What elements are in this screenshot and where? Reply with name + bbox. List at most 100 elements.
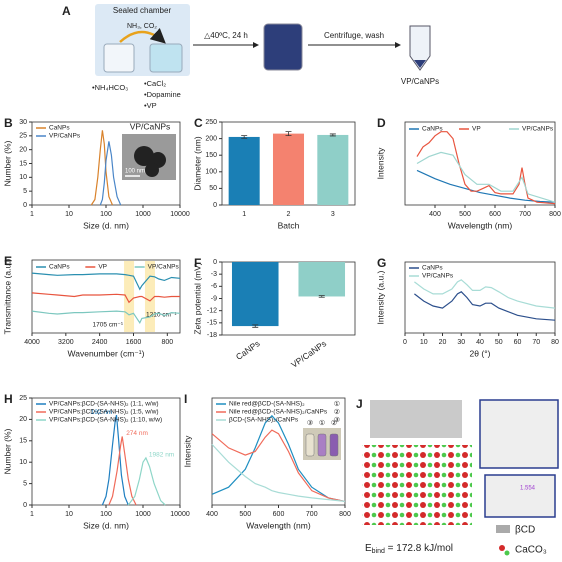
y-tick-label: -18 <box>207 332 217 339</box>
x-tick-label: 80 <box>551 339 559 346</box>
inset-title: VP/CaNPs <box>130 121 171 131</box>
legend-label: CaCO₃ <box>515 545 547 556</box>
x-axis-label: Wavelength (nm) <box>246 520 311 530</box>
y-tick-label: 50 <box>209 185 217 192</box>
error-bar <box>318 295 325 298</box>
data-line <box>416 169 556 203</box>
data-line <box>416 151 556 203</box>
plot-frame <box>404 121 556 206</box>
y-tick-label: 20 <box>19 147 27 154</box>
x-tick-label: 600 <box>273 511 285 518</box>
inset-label: ② <box>331 419 337 427</box>
chamber-title: Sealed chamber <box>113 6 172 15</box>
error-bar <box>252 324 259 328</box>
data-line <box>31 292 180 304</box>
legend-swatch <box>496 525 510 533</box>
inset-label: ① <box>319 419 325 427</box>
x-tick-label: 0 <box>403 339 407 346</box>
panel-label: F <box>194 256 201 270</box>
x-tick-label: 20 <box>439 339 447 346</box>
legend-label: VP <box>472 126 481 133</box>
y-axis-label: Zeta potential (mV) <box>192 262 202 334</box>
data-line <box>211 414 346 502</box>
x-tick-label: 600 <box>489 211 501 218</box>
y-tick-label: 0 <box>23 202 27 209</box>
vial <box>305 433 315 457</box>
x-tick-label: 1000 <box>135 511 151 518</box>
legend-swatch <box>504 550 510 556</box>
bar <box>298 262 346 297</box>
x-tick-label: 70 <box>532 339 540 346</box>
x-axis-label: Size (d. nm) <box>83 220 129 230</box>
inset-label: ③ <box>307 419 313 427</box>
legend-label: VP/CaNPs <box>49 133 81 140</box>
x-tick-label: 60 <box>514 339 522 346</box>
panel-label: I <box>184 392 187 406</box>
x-tick-label: 800 <box>339 511 351 518</box>
product: VP/CaNPs <box>401 77 439 86</box>
x-tick-label: 4000 <box>24 339 40 346</box>
legend-label: VP/CaNPs:βCD-(SA-NHS)₂ (1:10, w/w) <box>49 417 162 424</box>
reagent: •NH₄HCO₃ <box>92 83 128 92</box>
cyclodextrin <box>370 400 462 438</box>
legend-label: CaNPs <box>422 126 443 133</box>
inset <box>484 474 556 518</box>
panel-label: A <box>62 4 71 18</box>
step: Centrifuge, wash <box>324 31 384 40</box>
x-tick-label: 2 <box>287 211 291 218</box>
particle <box>145 163 159 177</box>
legend-label: βCD-(SA-NHS)₂/CaNPs <box>229 417 299 424</box>
panel-label: C <box>194 116 203 130</box>
y-axis-label: Transmittance (a.u.) <box>2 258 12 334</box>
x-tick-label: 2400 <box>92 339 108 346</box>
legend-label: VP/CaNPs <box>522 126 554 133</box>
beaker <box>263 23 303 71</box>
y-tick-label: 30 <box>19 119 27 126</box>
legend-label: CaNPs <box>422 265 443 272</box>
data-line <box>414 279 556 309</box>
structure: J 1.554 Ebind = 172.8 kJ/mol βCD CaCO₃ <box>356 397 559 556</box>
legend-label: CaNPs <box>49 264 70 271</box>
x-tick-label: 10000 <box>170 211 190 218</box>
legend-label: Nile red@βCD-(SA-NHS)₂/CaNPs <box>229 409 328 416</box>
annotation: 1210 cm⁻¹ <box>146 312 177 319</box>
x-tick-label: 50 <box>495 339 503 346</box>
x-tick-label: 500 <box>239 511 251 518</box>
vial <box>329 433 339 457</box>
y-tick-label: -15 <box>207 320 217 327</box>
y-tick-label: 200 <box>205 135 217 142</box>
y-tick-label: 5 <box>23 480 27 487</box>
reagent: •Dopamine <box>144 90 181 99</box>
x-axis-label: 2θ (°) <box>470 348 491 358</box>
data-line <box>416 131 556 205</box>
schematic: A Sealed chamber NH₃, CO₂ •NH₄HCO₃ •CaCl… <box>62 4 439 110</box>
error-bar <box>285 131 292 137</box>
particle <box>134 146 154 166</box>
x-tick-label: 400 <box>429 211 441 218</box>
x-tick-label: 1600 <box>126 339 142 346</box>
x-tick-label: 500 <box>459 211 471 218</box>
x-tick-label: VP/CaNPs <box>289 338 328 369</box>
annotation: 1705 cm⁻¹ <box>93 322 124 329</box>
x-tick-label: 100 <box>100 511 112 518</box>
x-tick-label: 800 <box>161 339 173 346</box>
x-tick-label: 1 <box>242 211 246 218</box>
legend-label: CaNPs <box>49 125 70 132</box>
y-tick-label: -12 <box>207 308 217 315</box>
y-tick-label: -6 <box>211 283 217 290</box>
peak-label: 192 nm <box>91 409 113 416</box>
y-axis-label: Intensity <box>182 435 192 467</box>
y-tick-label: 100 <box>205 169 217 176</box>
x-tick-label: 3 <box>331 211 335 218</box>
panel-label: G <box>377 256 386 270</box>
x-axis-label: Batch <box>278 220 300 230</box>
y-axis-label: Diameter (nm) <box>192 136 202 190</box>
y-axis-label: Number (%) <box>2 428 12 474</box>
energy-symbol: E <box>365 543 372 554</box>
x-tick-label: 100 <box>100 211 112 218</box>
legend-label: VP/CaNPs <box>422 273 454 280</box>
x-axis-label: Wavenumber (cm⁻¹) <box>68 348 145 358</box>
legend-marker: ③ <box>334 416 340 424</box>
data-line <box>101 414 129 506</box>
legend-swatch <box>499 545 505 551</box>
